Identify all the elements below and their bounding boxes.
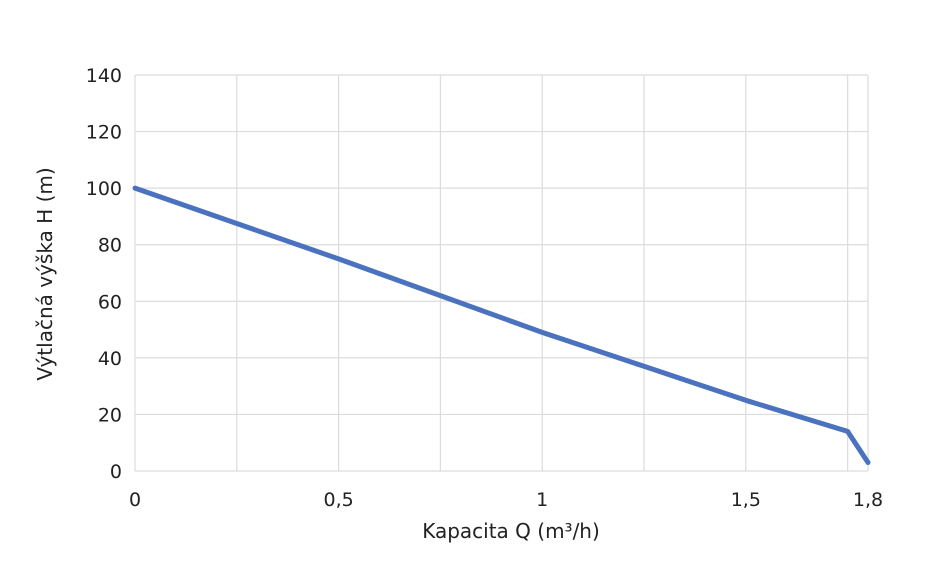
y-tick-label: 40 [98, 348, 122, 370]
x-axis-title: Kapacita Q (m³/h) [422, 519, 600, 543]
x-tick-label: 0,5 [324, 489, 354, 511]
x-tick-label: 1 [536, 489, 548, 511]
y-tick-label: 140 [86, 65, 122, 87]
y-tick-label: 20 [98, 404, 122, 426]
y-axis-title: Výtlačná výška H (m) [33, 167, 57, 380]
y-tick-label: 100 [86, 178, 122, 200]
y-tick-label: 80 [98, 235, 122, 257]
y-tick-label: 0 [110, 461, 122, 483]
x-tick-label: 0 [129, 489, 141, 511]
grid [134, 74, 869, 472]
series-line [132, 185, 871, 465]
plot-area [132, 185, 871, 465]
y-tick-label: 60 [98, 291, 122, 313]
y-tick-label: 120 [86, 122, 122, 144]
x-tick-label: 1,8 [853, 489, 883, 511]
tick-labels: 0 20 40 60 80 100 120 140 0 0,5 1 1,5 1,8 [86, 65, 883, 511]
x-tick-label: 1,5 [731, 489, 761, 511]
